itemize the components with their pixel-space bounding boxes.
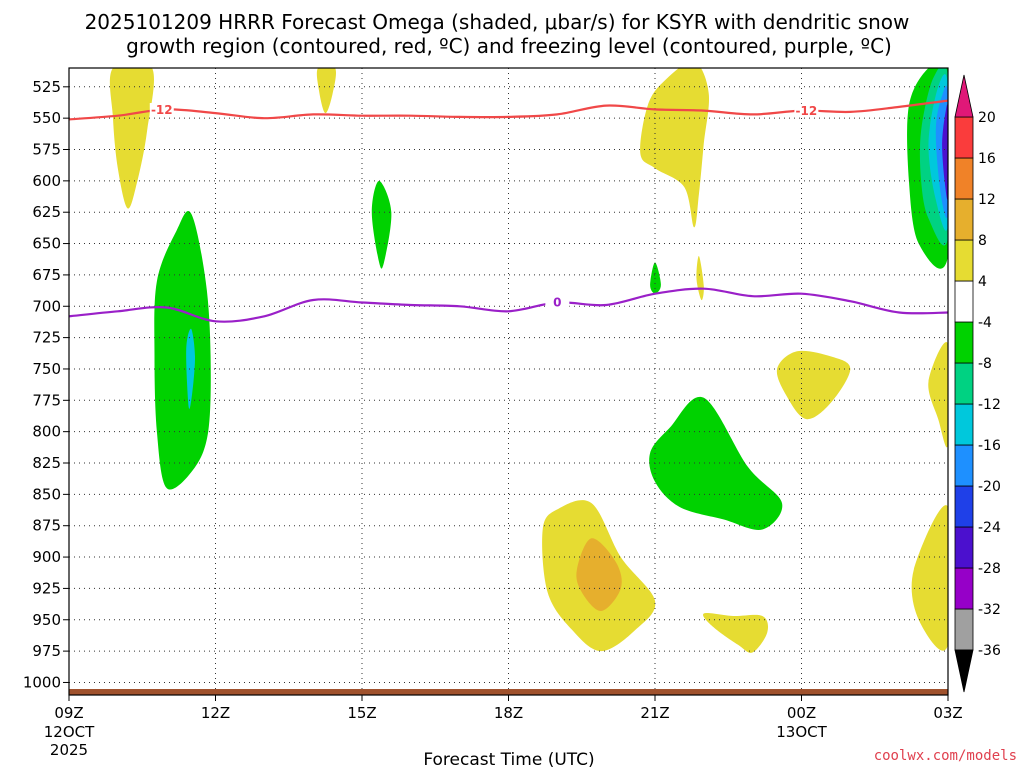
y-tick-label: 925 [32,579,61,597]
omega-region-3 [696,256,704,301]
y-tick-label: 950 [32,611,61,629]
y-tick-label: 675 [32,266,61,284]
x-tick-label: 15Z [347,704,376,722]
x-tick-label: 12Z [201,704,230,722]
y-tick-label: 550 [32,109,61,127]
omega-region-12 [371,180,392,269]
ground-surface-band [69,689,948,695]
x-tick-label: 09Z [54,704,83,722]
colorbar-swatch [954,321,974,364]
colorbar-tick-label: -16 [978,438,1001,454]
colorbar-over-triangle [954,74,974,118]
colorbar-tick-label: -32 [978,602,1001,618]
colorbar-swatch [954,157,974,200]
colorbar-tick-label: -4 [978,315,992,331]
y-tick-label: 625 [32,203,61,221]
omega-region-14 [649,396,783,530]
y-tick-label: 525 [32,78,61,96]
y-tick-label: 725 [32,329,61,347]
y-tick-label: 825 [32,454,61,472]
colorbar-tick-label: -12 [978,397,1001,413]
colorbar-swatch [954,444,974,487]
contour-lines: -12 -12 0 [69,99,948,323]
y-tick-label: 850 [32,485,61,503]
omega-region-8 [928,341,948,448]
contour-label-bg [149,103,174,117]
omega-shading [109,68,948,653]
colorbar-tick-label: 4 [978,274,987,290]
y-tick-label: 600 [32,172,61,190]
colorbar-swatch [954,239,974,282]
colorbar-swatch [954,403,974,446]
colorbar-tick-label: -36 [978,643,1001,659]
colorbar-tick-label: -20 [978,479,1001,495]
y-tick-label: 975 [32,642,61,660]
y-axis: 525 550 575 600 625 650 675 700 725 750 775 800 825 8… [23,78,69,691]
x-tick-label: 03Z [933,704,962,722]
x-tick-label: 18Z [494,704,523,722]
credit-text: coolwx.com/models [874,748,1017,764]
omega-region-4 [776,350,851,420]
colorbar-swatch [954,485,974,528]
colorbar-tick-label: 12 [978,192,996,208]
colorbar-swatch [954,198,974,241]
y-tick-label: 575 [32,141,61,159]
plot-area: -12 -12 0 [68,67,949,696]
x-tick-label: 00Z [787,704,816,722]
x-axis-label: Forecast Time (UTC) [423,750,594,768]
omega-region-6 [576,538,622,612]
omega-region-9 [911,505,948,651]
x-tick-year: 2025 [50,741,88,759]
chart-title-line1: 2025101209 HRRR Forecast Omega (shaded, … [85,10,910,34]
omega-region-10 [154,211,211,490]
contour-line-1 [69,287,948,323]
x-tick-date: 12OCT [44,723,95,741]
colorbar-tick-label: 8 [978,233,987,249]
colorbar-tick-label: 16 [978,151,996,167]
colorbar-under-triangle [954,649,974,693]
colorbar-swatch [954,567,974,610]
omega-region-2 [640,68,710,228]
y-tick-label: 875 [32,517,61,535]
colorbar-tick-label: -8 [978,356,992,372]
y-tick-label: 700 [32,297,61,315]
contour-label: -12 [151,103,173,117]
colorbar-swatch [954,280,974,323]
y-tick-label: 800 [32,423,61,441]
contour-label: -12 [796,104,818,118]
colorbar-swatch [954,116,974,159]
colorbar-tick-label: -28 [978,561,1001,577]
y-tick-label: 1000 [23,673,61,691]
colorbar-swatch [954,362,974,405]
y-tick-label: 775 [32,391,61,409]
contour-label-bg [794,103,819,117]
omega-region-11 [186,328,196,409]
colorbar-tick-label: 20 [978,110,996,126]
y-tick-label: 650 [32,235,61,253]
omega-region-1 [316,68,337,114]
omega-region-0 [109,68,154,209]
contour-label: 0 [553,295,561,309]
y-tick-label: 900 [32,548,61,566]
omega-region-7 [703,612,769,653]
colorbar-swatch [954,526,974,569]
colorbar: -36 -32 -28 -24 -20 -16 -12 -8 -4 4 8 12 16 20 [954,74,1001,693]
x-tick-label: 21Z [640,704,669,722]
y-tick-label: 750 [32,360,61,378]
omega-region-19 [942,104,948,200]
colorbar-tick-label: -24 [978,520,1001,536]
colorbar-swatch [954,608,974,651]
x-tick-date: 13OCT [776,723,827,741]
chart-title-line2: growth region (contoured, red, ºC) and f… [126,34,892,58]
contour-label-bg [545,295,570,309]
